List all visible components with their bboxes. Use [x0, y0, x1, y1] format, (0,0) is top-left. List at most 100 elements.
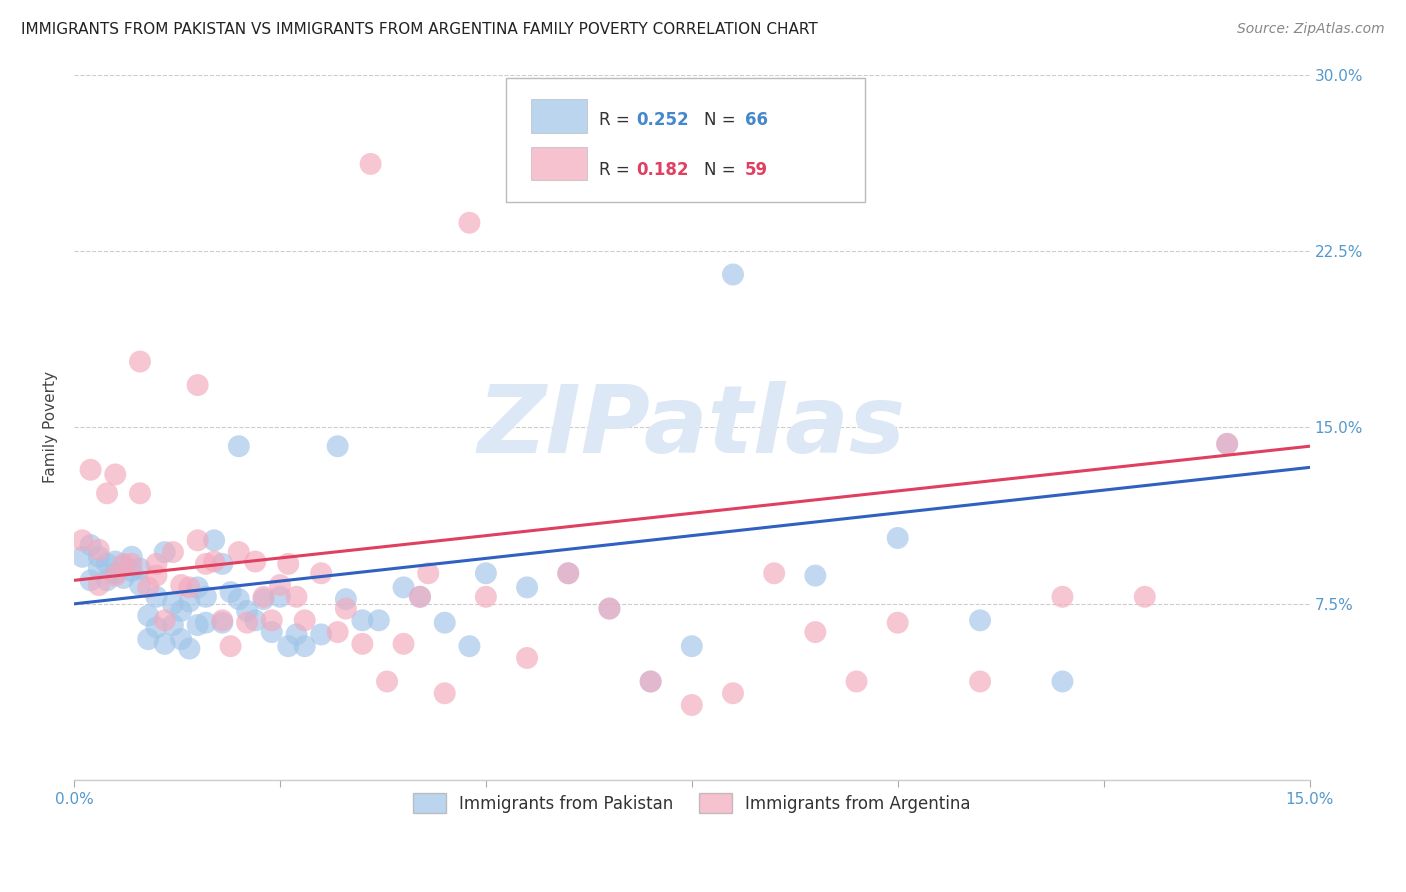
Point	[211, 615, 233, 630]
Point	[136, 608, 159, 623]
Point	[269, 590, 291, 604]
Point	[96, 574, 118, 588]
Point	[804, 625, 827, 640]
Point	[335, 592, 357, 607]
Point	[277, 557, 299, 571]
Point	[72, 549, 94, 564]
Text: 0.182: 0.182	[636, 161, 689, 178]
Point	[162, 618, 184, 632]
Point	[179, 581, 201, 595]
Legend: Immigrants from Pakistan, Immigrants from Argentina: Immigrants from Pakistan, Immigrants fro…	[401, 781, 983, 825]
Point	[294, 639, 316, 653]
Point	[409, 590, 432, 604]
Point	[145, 557, 167, 571]
Point	[433, 686, 456, 700]
Point	[136, 632, 159, 647]
Point	[104, 554, 127, 568]
Point	[1216, 437, 1239, 451]
Point	[79, 574, 101, 588]
Point	[194, 615, 217, 630]
Point	[187, 581, 209, 595]
Point	[194, 557, 217, 571]
Point	[112, 557, 135, 571]
Point	[228, 545, 250, 559]
Text: 66: 66	[745, 112, 768, 129]
Point	[129, 354, 152, 368]
Point	[153, 613, 176, 627]
Point	[681, 639, 703, 653]
Point	[326, 439, 349, 453]
Point	[153, 637, 176, 651]
Point	[112, 559, 135, 574]
Point	[252, 592, 274, 607]
Text: R =: R =	[599, 161, 636, 178]
Text: 59: 59	[745, 161, 768, 178]
Point	[129, 486, 152, 500]
Point	[640, 674, 662, 689]
FancyBboxPatch shape	[531, 146, 586, 180]
Point	[598, 601, 620, 615]
Point	[87, 578, 110, 592]
Point	[145, 620, 167, 634]
Point	[228, 439, 250, 453]
Point	[121, 549, 143, 564]
Point	[886, 615, 908, 630]
Point	[79, 538, 101, 552]
Point	[194, 590, 217, 604]
Point	[211, 613, 233, 627]
Point	[352, 613, 374, 627]
Point	[104, 568, 127, 582]
Point	[187, 618, 209, 632]
Text: ZIPatlas: ZIPatlas	[478, 382, 905, 474]
Point	[219, 585, 242, 599]
FancyBboxPatch shape	[531, 99, 586, 133]
Point	[309, 566, 332, 581]
Point	[87, 561, 110, 575]
Point	[409, 590, 432, 604]
Point	[721, 268, 744, 282]
Point	[352, 637, 374, 651]
Point	[326, 625, 349, 640]
Point	[245, 613, 267, 627]
Point	[1052, 674, 1074, 689]
Point	[145, 568, 167, 582]
Point	[87, 549, 110, 564]
Point	[136, 581, 159, 595]
Point	[104, 566, 127, 581]
Point	[475, 590, 498, 604]
Point	[458, 216, 481, 230]
Point	[335, 601, 357, 615]
Point	[170, 632, 193, 647]
Point	[170, 578, 193, 592]
Point	[392, 581, 415, 595]
Point	[104, 467, 127, 482]
Point	[285, 627, 308, 641]
Text: N =: N =	[704, 161, 741, 178]
FancyBboxPatch shape	[506, 78, 865, 202]
Point	[557, 566, 579, 581]
Point	[187, 533, 209, 548]
Point	[294, 613, 316, 627]
Point	[236, 604, 259, 618]
Point	[681, 698, 703, 712]
Point	[1133, 590, 1156, 604]
Point	[598, 601, 620, 615]
Point	[162, 597, 184, 611]
Point	[121, 557, 143, 571]
Point	[252, 590, 274, 604]
Point	[260, 625, 283, 640]
Point	[285, 590, 308, 604]
Point	[179, 594, 201, 608]
Point	[129, 561, 152, 575]
Point	[1216, 437, 1239, 451]
Point	[845, 674, 868, 689]
Point	[260, 613, 283, 627]
Point	[79, 463, 101, 477]
Point	[228, 592, 250, 607]
Point	[162, 545, 184, 559]
Point	[640, 674, 662, 689]
Point	[516, 651, 538, 665]
Point	[516, 581, 538, 595]
Point	[202, 533, 225, 548]
Point	[72, 533, 94, 548]
